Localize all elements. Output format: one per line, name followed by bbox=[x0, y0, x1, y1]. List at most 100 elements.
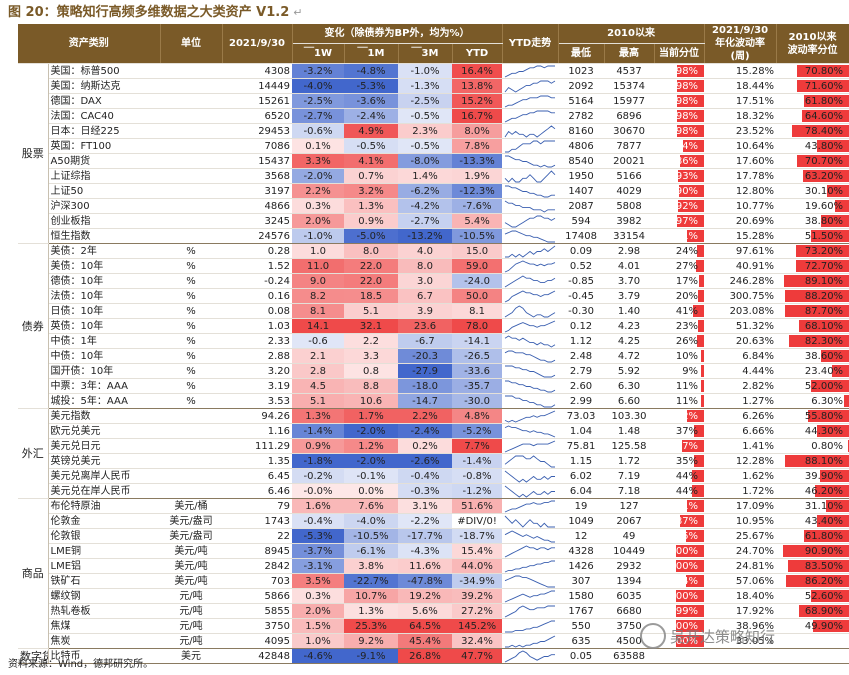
vol-percentile-bar: 72.70% bbox=[776, 258, 849, 274]
change-w1: 0.3% bbox=[292, 588, 344, 604]
table-row: 美元兑在岸人民币 6.46 -0.0% 0.0% -0.3% -1.2% 6.04 7.18 4… bbox=[18, 483, 849, 499]
vol-percentile-bar: 87.70% bbox=[776, 303, 849, 319]
percentile-bar: 100% bbox=[654, 543, 705, 559]
vol-percentile-bar: 82.30% bbox=[776, 333, 849, 349]
change-w1: 3.5% bbox=[292, 573, 344, 589]
asset-unit bbox=[160, 153, 222, 169]
change-m3: -2.6% bbox=[398, 453, 452, 469]
change-ytd: 32.4% bbox=[452, 633, 503, 649]
change-ytd: 16.7% bbox=[452, 108, 503, 124]
change-w1: 2.0% bbox=[292, 213, 344, 229]
change-ytd: -26.5 bbox=[452, 348, 503, 364]
change-w1: -0.4% bbox=[292, 513, 344, 529]
change-w1: 0.1% bbox=[292, 138, 344, 154]
asset-unit: % bbox=[160, 273, 222, 289]
annual-volatility: 6.66% bbox=[704, 423, 777, 439]
asset-unit: % bbox=[160, 363, 222, 379]
change-m1: -10.5% bbox=[344, 528, 398, 544]
asset-value: 2.33 bbox=[222, 333, 292, 349]
annual-volatility: 15.28% bbox=[704, 228, 777, 244]
change-ytd: -13.3% bbox=[452, 153, 503, 169]
change-w1: -0.2% bbox=[292, 468, 344, 484]
table-row: 欧元兑美元 1.16 -1.4% -2.0% -2.4% -5.2% 1.04 1.48 37%… bbox=[18, 423, 849, 439]
percentile-bar: 98% bbox=[654, 78, 705, 94]
asset-name: 法债：10年 bbox=[48, 288, 160, 304]
ytd-sparkline bbox=[502, 348, 559, 364]
asset-value: 6.45 bbox=[222, 468, 292, 484]
change-m1: 3.2% bbox=[344, 183, 398, 199]
asset-unit: 元/吨 bbox=[160, 633, 222, 649]
header-pctile: 当前分位 bbox=[654, 43, 705, 65]
vol-percentile-bar: 43.80% bbox=[776, 138, 849, 154]
asset-name: 中债：10年 bbox=[48, 348, 160, 364]
table-row: 中债：1年% 2.33 -0.6 2.2 -6.7 -14.1 1.12 4.25 26% 20.… bbox=[18, 333, 849, 349]
change-m3: -13.2% bbox=[398, 228, 452, 244]
asset-value: 8945 bbox=[222, 543, 292, 559]
asset-value: 29453 bbox=[222, 123, 292, 139]
min-value: 19 bbox=[558, 498, 605, 514]
max-value: 4537 bbox=[604, 63, 655, 79]
change-m1: -0.1% bbox=[344, 468, 398, 484]
asset-unit bbox=[160, 138, 222, 154]
change-ytd: 7.8% bbox=[452, 138, 503, 154]
ytd-sparkline bbox=[502, 303, 559, 319]
max-value: 4.23 bbox=[604, 318, 655, 334]
percentile-bar: 37% bbox=[654, 423, 705, 439]
min-value: 1767 bbox=[558, 603, 605, 619]
change-m1: -2.4% bbox=[344, 108, 398, 124]
change-m1: -6.1% bbox=[344, 543, 398, 559]
vol-percentile-bar: 51.50% bbox=[776, 228, 849, 244]
vol-percentile-bar: 90.90% bbox=[776, 543, 849, 559]
ytd-sparkline bbox=[502, 228, 559, 244]
asset-unit: 美元/盎司 bbox=[160, 513, 222, 529]
min-value: 1426 bbox=[558, 558, 605, 574]
ytd-sparkline bbox=[502, 453, 559, 469]
change-m3: -17.7% bbox=[398, 528, 452, 544]
percentile-bar: 92% bbox=[654, 198, 705, 214]
asset-value: 22 bbox=[222, 528, 292, 544]
vol-percentile-bar: 23.40% bbox=[776, 363, 849, 379]
asset-name: 欧元兑美元 bbox=[48, 423, 160, 439]
asset-unit bbox=[160, 198, 222, 214]
asset-unit: 元/吨 bbox=[160, 603, 222, 619]
change-m3: 64.5% bbox=[398, 618, 452, 634]
change-ytd: -5.2% bbox=[452, 423, 503, 439]
change-ytd: -14.1 bbox=[452, 333, 503, 349]
asset-value: 3197 bbox=[222, 183, 292, 199]
annual-volatility: 12.80% bbox=[704, 183, 777, 199]
group-label: 股票 bbox=[18, 63, 49, 244]
asset-value: 0.08 bbox=[222, 303, 292, 319]
change-ytd: 50.0 bbox=[452, 288, 503, 304]
table-row: 热轧卷板 元/吨 5855 2.0% 1.3% 5.6% 27.2% 1767 6680 99% 1… bbox=[18, 603, 849, 619]
table-row: 美元兑离岸人民币 6.45 -0.2% -0.1% -0.4% -0.8% 6.02 7.19… bbox=[18, 468, 849, 484]
max-value: 2.98 bbox=[604, 243, 655, 259]
change-m3: -2.4% bbox=[398, 423, 452, 439]
change-ytd: 8.1 bbox=[452, 303, 503, 319]
change-ytd: -10.5% bbox=[452, 228, 503, 244]
max-value: 125.58 bbox=[604, 438, 655, 454]
header-unit: 单位 bbox=[160, 24, 223, 64]
table-row: 法国：CAC40 6520 -2.7% -2.4% -0.5% 16.7% 2782 6896… bbox=[18, 108, 849, 124]
change-m3: -27.9 bbox=[398, 363, 452, 379]
ytd-sparkline bbox=[502, 363, 559, 379]
percentile-bar: 86% bbox=[654, 153, 705, 169]
asset-value: 14449 bbox=[222, 78, 292, 94]
min-value: 1580 bbox=[558, 588, 605, 604]
asset-value: 4866 bbox=[222, 198, 292, 214]
change-w1: -0.0% bbox=[292, 483, 344, 499]
percentile-bar: 98% bbox=[654, 108, 705, 124]
change-ytd: 5.4% bbox=[452, 213, 503, 229]
min-value: 17408 bbox=[558, 228, 605, 244]
change-m1: 9.2% bbox=[344, 633, 398, 649]
change-m1: -2.0% bbox=[344, 423, 398, 439]
header-1m: ￣1M bbox=[344, 43, 399, 65]
change-m3: 8.0 bbox=[398, 258, 452, 274]
asset-unit: 美元/吨 bbox=[160, 558, 222, 574]
ytd-sparkline bbox=[502, 213, 559, 229]
min-value: 2.99 bbox=[558, 393, 605, 409]
max-value: 15374 bbox=[604, 78, 655, 94]
asset-unit bbox=[160, 483, 222, 499]
percentile-bar: 61% bbox=[654, 498, 705, 514]
asset-name: 美债：2年 bbox=[48, 243, 160, 259]
min-value: 1.15 bbox=[558, 453, 605, 469]
